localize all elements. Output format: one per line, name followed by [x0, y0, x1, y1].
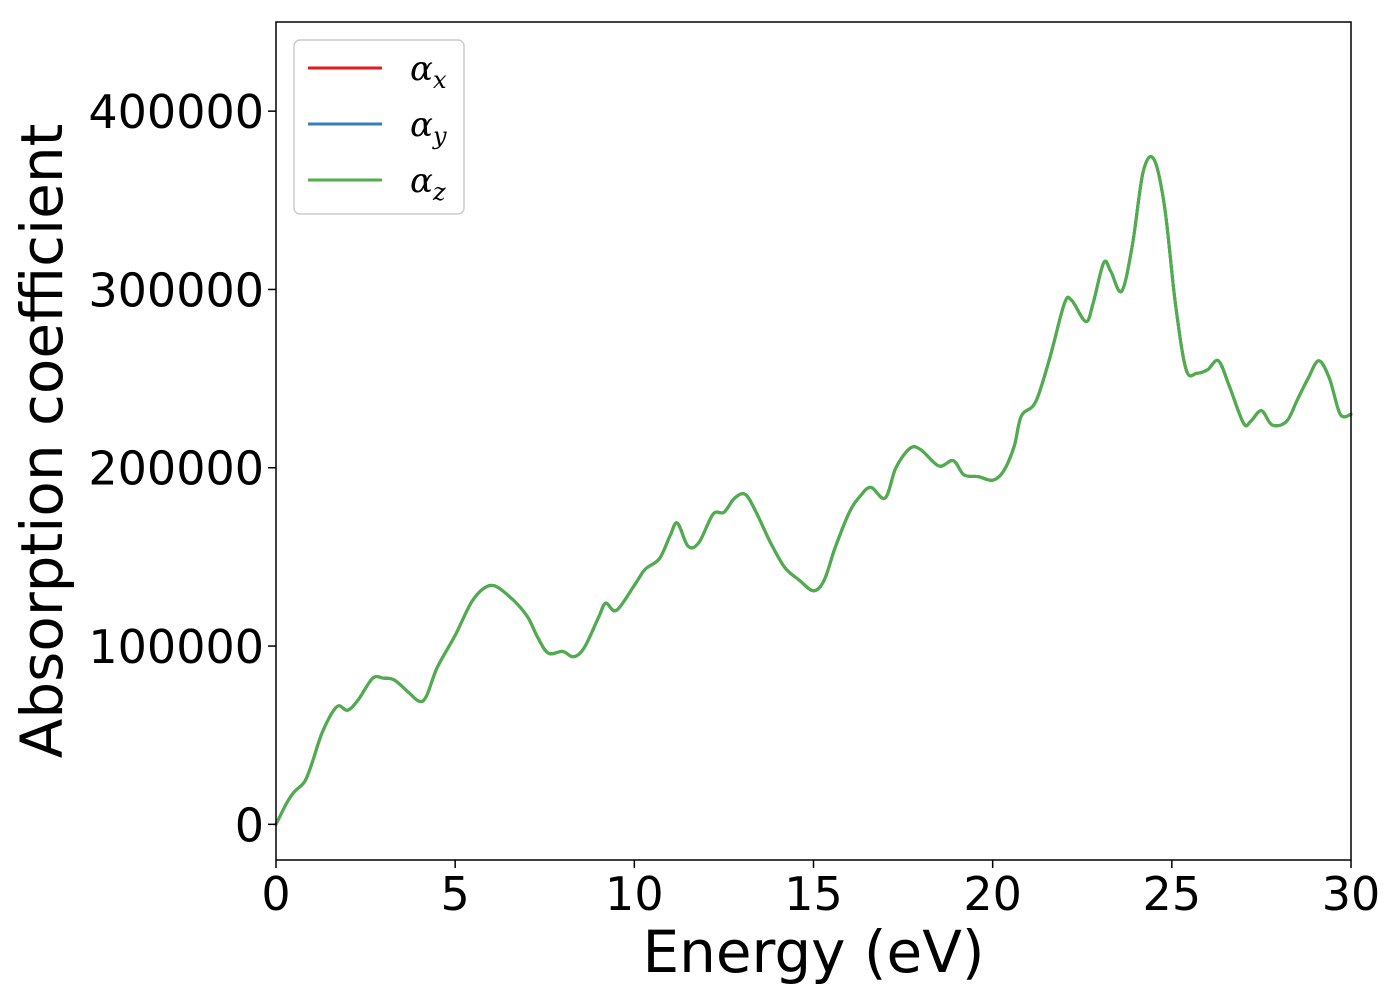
y-tick-label: 0 — [235, 798, 264, 852]
y-tick-label: 200000 — [88, 442, 264, 496]
x-tick-label: 0 — [261, 867, 290, 921]
x-tick-label: 5 — [441, 867, 470, 921]
y-axis-title: Absorption coefficient — [8, 124, 76, 759]
x-tick-label: 15 — [784, 867, 843, 921]
y-tick-label: 400000 — [88, 85, 264, 139]
x-axis-title: Energy (eV) — [642, 918, 984, 986]
series-layer — [274, 155, 1353, 826]
x-tick-label: 10 — [605, 867, 664, 921]
x-axis: 0 5 10 15 20 25 30 — [261, 860, 1380, 921]
x-tick-label: 20 — [963, 867, 1022, 921]
y-axis: 0 100000 200000 300000 400000 — [88, 85, 276, 852]
legend-box — [293, 39, 465, 215]
series-line-alpha-z — [274, 155, 1353, 826]
legend-label-alpha-x: αx — [410, 49, 447, 94]
y-tick-label: 300000 — [88, 263, 264, 317]
x-tick-label: 30 — [1322, 867, 1381, 921]
x-tick-label: 25 — [1143, 867, 1202, 921]
y-tick-label: 100000 — [88, 620, 264, 674]
